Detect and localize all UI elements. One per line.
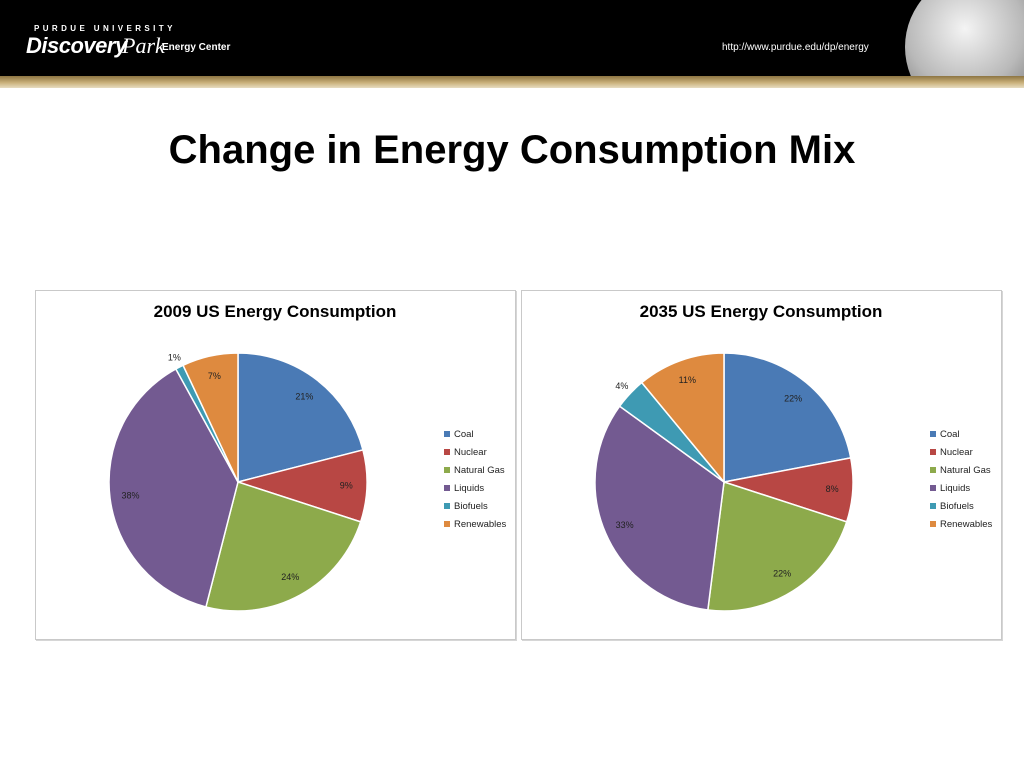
- legend-swatch-natural-gas: [930, 467, 936, 473]
- data-label-liquids: 33%: [616, 520, 634, 530]
- legend-label-natural-gas: Natural Gas: [454, 465, 505, 476]
- pie-slice-natural-gas: [205, 481, 362, 612]
- pie-slice-natural-gas: [706, 481, 848, 612]
- legend-swatch-renewables: [930, 521, 936, 527]
- logo-energy-center-text: Energy Center: [162, 42, 231, 53]
- data-label-natural-gas: 22%: [773, 569, 791, 579]
- legend-label-liquids: Liquids: [940, 483, 970, 494]
- pie-slice-liquids: [594, 405, 725, 611]
- legend-label-renewables: Renewables: [454, 519, 507, 530]
- legend-label-renewables: Renewables: [940, 519, 993, 530]
- data-label-renewables: 11%: [679, 375, 696, 385]
- header-banner: PURDUE UNIVERSITY Discovery Park Energy …: [0, 0, 1024, 76]
- pie-slice-renewables: [182, 352, 239, 483]
- legend-swatch-coal: [930, 431, 936, 437]
- chart-2009-svg: 2009 US Energy Consumption 21% 9% 24% 38% 1% 7…: [108, 302, 507, 612]
- university-name: PURDUE UNIVERSITY: [34, 24, 176, 33]
- legend-label-coal: Coal: [454, 429, 474, 440]
- legend-swatch-biofuels: [930, 503, 936, 509]
- legend-label-nuclear: Nuclear: [454, 447, 487, 458]
- legend-label-natural-gas: Natural Gas: [940, 465, 991, 476]
- pie-slice-coal: [723, 352, 852, 483]
- legend-swatch-biofuels: [444, 503, 450, 509]
- data-label-nuclear: 9%: [340, 480, 353, 490]
- data-label-coal: 21%: [295, 391, 313, 401]
- chart-title: 2035 US Energy Consumption: [640, 302, 883, 321]
- legend-swatch-nuclear: [930, 449, 936, 455]
- legend-swatch-coal: [444, 431, 450, 437]
- chart-2035: 2035 US Energy Consumption 22% 8% 22% 33% 4% 1…: [521, 290, 1002, 640]
- header-stripe: [0, 76, 1024, 88]
- data-label-coal: 22%: [784, 394, 802, 404]
- legend-label-biofuels: Biofuels: [940, 501, 974, 512]
- data-label-liquids: 38%: [121, 491, 139, 501]
- legend-label-liquids: Liquids: [454, 483, 484, 494]
- data-label-natural-gas: 24%: [281, 572, 299, 582]
- chart-2035-svg: 2035 US Energy Consumption 22% 8% 22% 33% 4% 1…: [594, 302, 993, 612]
- pie-slice-renewables: [640, 352, 725, 485]
- data-label-renewables: 7%: [208, 371, 221, 381]
- legend-swatch-liquids: [444, 485, 450, 491]
- chart-2009: 2009 US Energy Consumption 21% 9% 24% 38% 1% 7…: [35, 290, 516, 640]
- legend-swatch-nuclear: [444, 449, 450, 455]
- logo-discovery-text: Discovery: [26, 33, 127, 58]
- data-label-biofuels: 4%: [615, 381, 628, 391]
- pie-slice-coal: [237, 352, 364, 483]
- pie-slice-liquids: [108, 367, 239, 608]
- globe-icon: [905, 0, 1024, 76]
- legend-swatch-natural-gas: [444, 467, 450, 473]
- chart-title: 2009 US Energy Consumption: [154, 302, 397, 321]
- legend-swatch-liquids: [930, 485, 936, 491]
- logo-park-text: Park: [122, 33, 165, 58]
- legend-label-nuclear: Nuclear: [940, 447, 973, 458]
- legend-swatch-renewables: [444, 521, 450, 527]
- data-label-nuclear: 8%: [826, 484, 839, 494]
- legend-label-coal: Coal: [940, 429, 960, 440]
- page-title: Change in Energy Consumption Mix: [168, 128, 856, 172]
- header-url[interactable]: http://www.purdue.edu/dp/energy: [722, 42, 869, 53]
- legend-label-biofuels: Biofuels: [454, 501, 488, 512]
- data-label-biofuels: 1%: [168, 352, 181, 362]
